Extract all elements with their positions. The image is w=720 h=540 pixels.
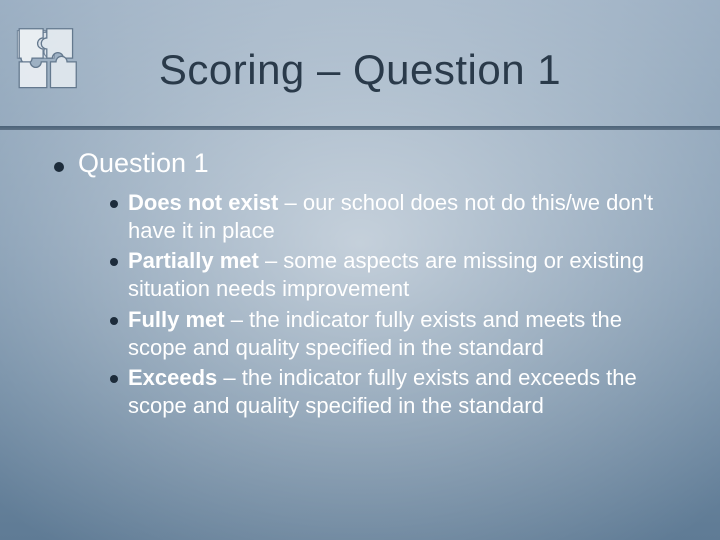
list-item-text: Fully met – the indicator fully exists a… [128, 306, 672, 362]
bullet-dot [110, 317, 118, 325]
sub-list: Does not exist – our school does not do … [110, 189, 672, 420]
list-item: Exceeds – the indicator fully exists and… [110, 364, 672, 420]
list-item: Does not exist – our school does not do … [110, 189, 672, 245]
slide-title: Scoring – Question 1 [0, 46, 720, 94]
heading-level1: Question 1 [54, 148, 672, 179]
bullet-dot [110, 200, 118, 208]
bullet-dot [110, 375, 118, 383]
list-item-text: Partially met – some aspects are missing… [128, 247, 672, 303]
bullet-dot [110, 258, 118, 266]
bullet-dot [54, 162, 64, 172]
slide-content: Question 1 Does not exist – our school d… [54, 148, 672, 422]
heading-text: Question 1 [78, 148, 209, 179]
list-item-text: Does not exist – our school does not do … [128, 189, 672, 245]
list-item: Fully met – the indicator fully exists a… [110, 306, 672, 362]
list-item: Partially met – some aspects are missing… [110, 247, 672, 303]
title-divider [0, 126, 720, 130]
list-item-text: Exceeds – the indicator fully exists and… [128, 364, 672, 420]
